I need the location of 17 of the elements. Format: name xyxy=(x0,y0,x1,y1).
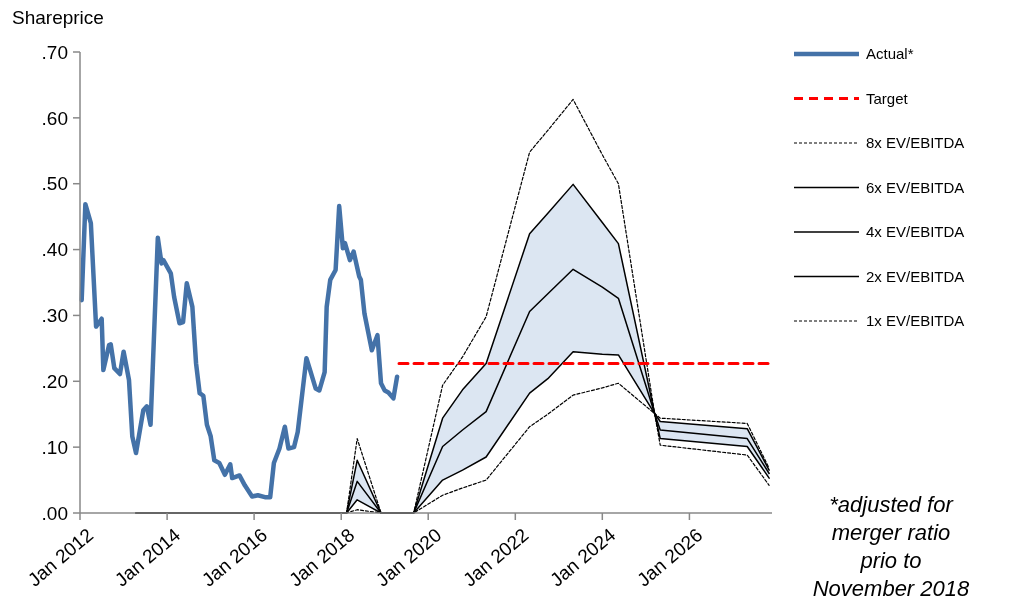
y-tick-label: .20 xyxy=(41,370,68,392)
legend-label: 8x EV/EBITDA xyxy=(866,134,965,152)
y-tick-label: .70 xyxy=(41,41,68,63)
legend-label: 4x EV/EBITDA xyxy=(866,223,965,241)
y-tick-label: .10 xyxy=(41,436,68,458)
y-tick-label: .50 xyxy=(41,173,68,195)
legend-label: Actual* xyxy=(866,45,914,63)
y-axis-title: Shareprice xyxy=(12,7,104,28)
y-tick-label: .40 xyxy=(41,239,68,261)
legend-label: Target xyxy=(866,89,909,107)
y-tick-label: .30 xyxy=(41,305,68,327)
y-tick-label: .60 xyxy=(41,107,68,129)
y-tick-label: .00 xyxy=(41,502,68,524)
legend-label: 2x EV/EBITDA xyxy=(866,267,965,285)
text: *adjusted for merger ratio prio to November 2018 xyxy=(812,492,971,601)
legend-label: 1x EV/EBITDA xyxy=(866,312,965,330)
legend-label: 6x EV/EBITDA xyxy=(866,178,965,196)
